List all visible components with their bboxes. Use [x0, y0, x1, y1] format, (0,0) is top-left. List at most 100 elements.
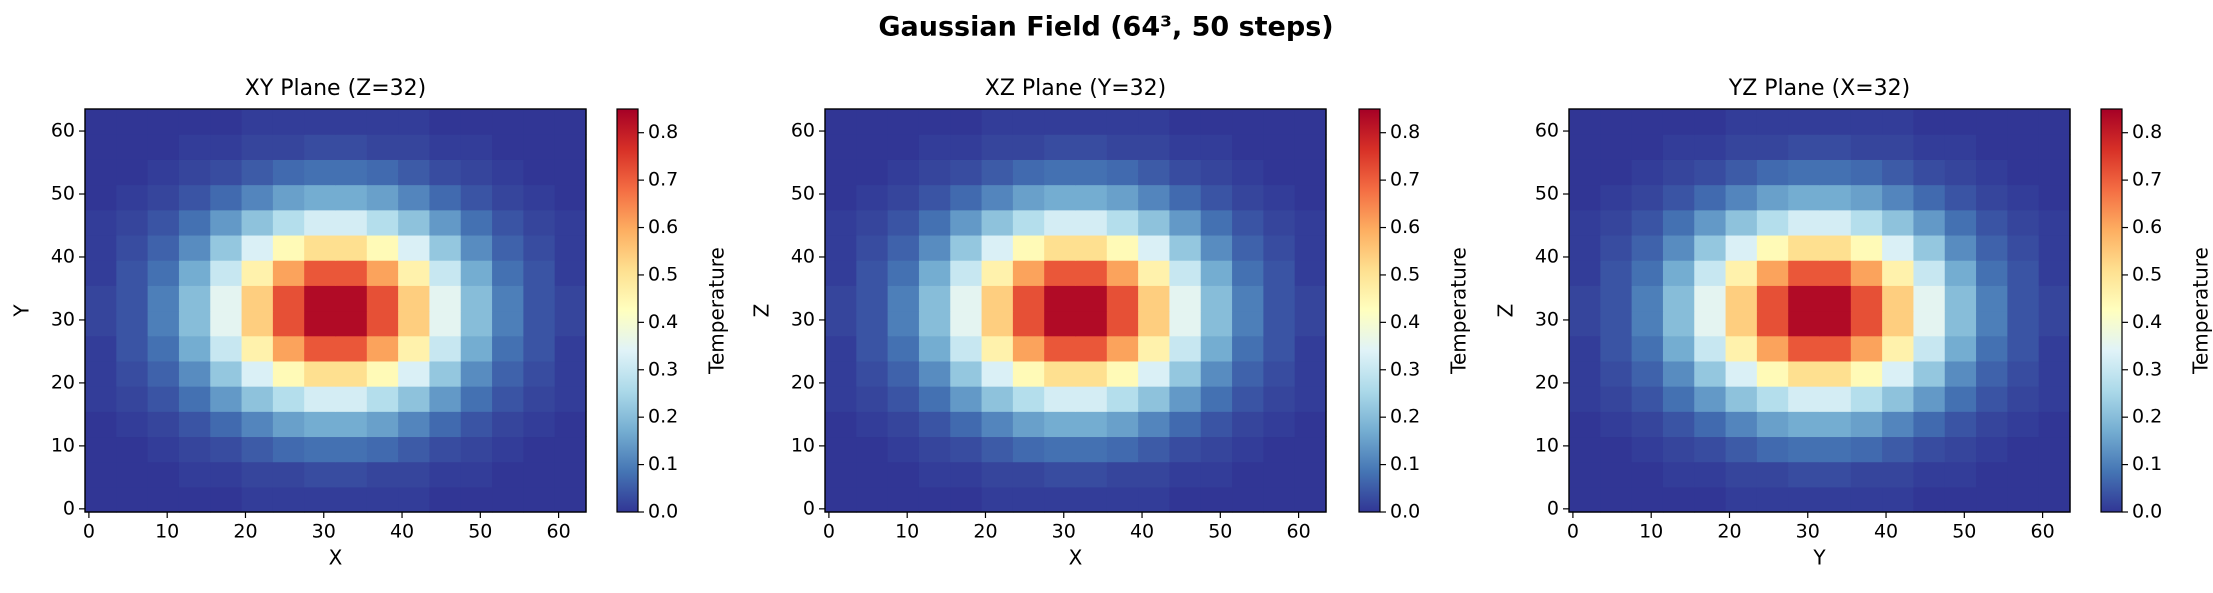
heatmap-cell — [1138, 486, 1171, 513]
heatmap-cell — [1263, 486, 1296, 513]
heatmap-cell — [1200, 234, 1233, 261]
heatmap-cell — [1850, 209, 1883, 236]
heatmap-cell — [981, 209, 1014, 236]
heatmap-cell — [1075, 184, 1108, 211]
heatmap-cell — [1600, 411, 1633, 438]
heatmap-cell — [1631, 461, 1664, 488]
heatmap-cell — [335, 310, 368, 337]
heatmap-cell — [335, 209, 368, 236]
heatmap-cell — [1882, 209, 1915, 236]
heatmap-cell — [398, 159, 431, 186]
heatmap-cell — [1044, 260, 1077, 286]
heatmap-cell — [366, 360, 399, 387]
colorbar-tick-label: 0.2 — [1390, 406, 1420, 428]
heatmap-cell — [1075, 436, 1108, 463]
heatmap-cell — [887, 411, 920, 438]
y-tick-label: 0 — [803, 497, 815, 519]
heatmap-cell — [1075, 386, 1108, 412]
plot-frame — [824, 108, 1327, 513]
heatmap-cell — [2038, 209, 2071, 236]
heatmap-cell — [1138, 386, 1171, 412]
heatmap-cell — [856, 260, 889, 286]
y-tick-label: 30 — [51, 308, 75, 330]
heatmap-cell — [178, 310, 211, 337]
y-tick-label: 10 — [791, 434, 815, 456]
heatmap-cell — [366, 159, 399, 186]
heatmap-cell — [1788, 209, 1821, 236]
heatmap-cell — [1232, 109, 1264, 135]
heatmap-cell — [398, 436, 431, 463]
heatmap-cell — [1232, 184, 1264, 211]
heatmap-cell — [1075, 134, 1108, 160]
heatmap-cell — [1200, 209, 1233, 236]
x-tick-label: 30 — [1796, 521, 1820, 543]
heatmap-cell — [1976, 109, 2008, 135]
heatmap-cell — [116, 285, 149, 312]
heatmap-cell — [178, 159, 211, 186]
heatmap-cell — [856, 109, 889, 135]
heatmap-cell — [1200, 411, 1233, 438]
heatmap-cell — [1200, 159, 1233, 186]
heatmap-cell — [2007, 386, 2040, 412]
heatmap-cell — [366, 209, 399, 236]
heatmap-cell — [950, 260, 983, 286]
heatmap-cell — [2007, 109, 2040, 135]
colorbar-tick-label: 0.7 — [648, 169, 678, 191]
heatmap-cell — [460, 159, 493, 186]
heatmap-cell — [429, 461, 462, 488]
heatmap-cell — [1631, 134, 1664, 160]
heatmap-cell — [1012, 386, 1045, 412]
heatmap-cell — [1944, 234, 1977, 261]
heatmap-cell — [1788, 109, 1821, 135]
heatmap-cell — [366, 335, 399, 362]
heatmap-cell — [981, 159, 1014, 186]
heatmap-cell — [1232, 134, 1264, 160]
heatmap-cell — [1569, 109, 1601, 135]
heatmap-cell — [918, 411, 951, 438]
heatmap-cell — [272, 436, 305, 463]
heatmap-cell — [1106, 335, 1139, 362]
heatmap-cell — [1662, 109, 1695, 135]
heatmap-cell — [398, 486, 431, 513]
heatmap-cell — [1138, 461, 1171, 488]
colorbar-tick-label: 0.2 — [2132, 406, 2162, 428]
heatmap-cell — [1169, 234, 1202, 261]
heatmap-cell — [1694, 109, 1727, 135]
heatmap-cell — [2007, 159, 2040, 186]
heatmap-cell — [1200, 310, 1233, 337]
heatmap-cell — [825, 310, 857, 337]
heatmap-cell — [492, 360, 524, 387]
heatmap-cell — [429, 109, 462, 135]
heatmap-cell — [554, 134, 587, 160]
heatmap-cell — [241, 386, 274, 412]
heatmap-cell — [523, 335, 556, 362]
heatmap-cell — [116, 159, 149, 186]
y-tick-label: 0 — [1547, 497, 1559, 519]
heatmap-cell — [1944, 335, 1977, 362]
heatmap-cell — [1106, 285, 1139, 312]
heatmap-cell — [1106, 436, 1139, 463]
heatmap-cell — [981, 310, 1014, 337]
heatmap-cell — [1756, 436, 1789, 463]
heatmap-cell — [2038, 386, 2071, 412]
heatmap-cell — [856, 360, 889, 387]
colorbar — [2100, 108, 2123, 513]
y-axis-label: Z — [1494, 304, 1518, 318]
heatmap-cell — [304, 436, 337, 463]
y-tick-label: 10 — [51, 434, 75, 456]
heatmap-cell — [1662, 184, 1695, 211]
heatmap-cell — [460, 486, 493, 513]
heatmap-cell — [1263, 360, 1296, 387]
colorbar-tick-label: 0.6 — [1390, 216, 1420, 238]
heatmap-cell — [1788, 260, 1821, 286]
heatmap-cell — [147, 159, 180, 186]
heatmap-cell — [1569, 159, 1601, 186]
heatmap-cell — [1944, 360, 1977, 387]
heatmap-cell — [1631, 436, 1664, 463]
figure-title: Gaussian Field (64³, 50 steps) — [878, 12, 1333, 43]
heatmap-cell — [1788, 486, 1821, 513]
heatmap-cell — [1694, 486, 1727, 513]
heatmap-cell — [366, 436, 399, 463]
heatmap-cell — [1263, 386, 1296, 412]
heatmap-cell — [1819, 184, 1852, 211]
